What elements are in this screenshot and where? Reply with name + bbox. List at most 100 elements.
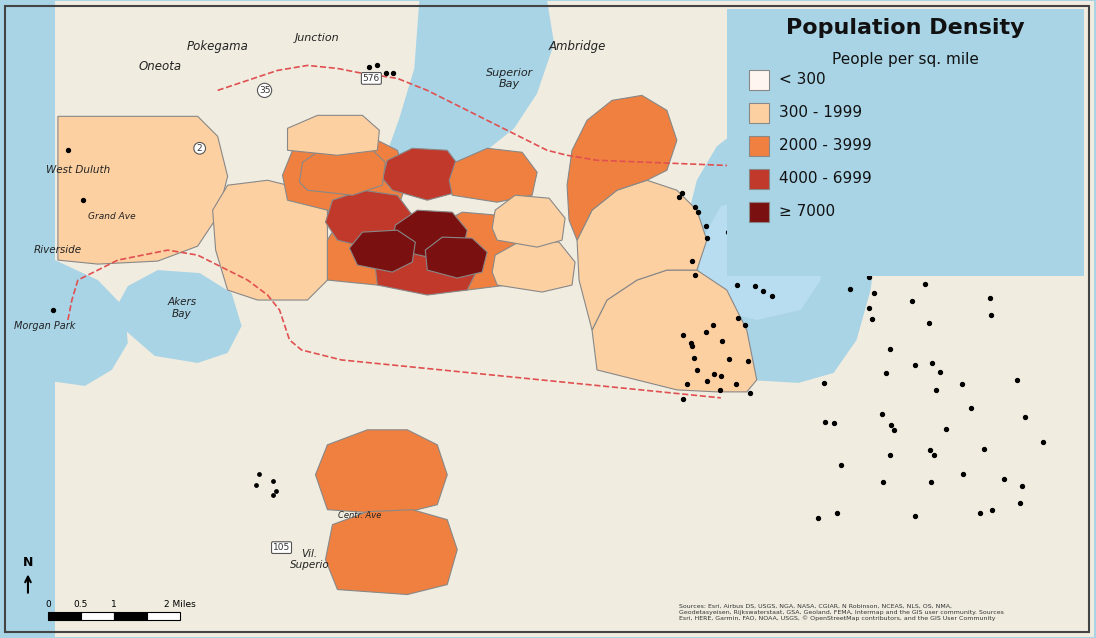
Polygon shape — [299, 145, 386, 195]
Point — [729, 313, 746, 323]
Point — [993, 262, 1011, 272]
Point — [928, 239, 946, 249]
Point — [916, 279, 934, 289]
Text: N: N — [23, 556, 33, 568]
Polygon shape — [492, 240, 575, 292]
Point — [729, 233, 746, 243]
Point — [712, 371, 730, 381]
Point — [995, 474, 1013, 484]
Point — [902, 188, 920, 198]
Polygon shape — [385, 1, 555, 176]
Bar — [114, 611, 147, 619]
Point — [948, 126, 966, 136]
Bar — [48, 611, 81, 619]
Text: ≥ 7000: ≥ 7000 — [779, 204, 835, 219]
Point — [829, 508, 846, 519]
Point — [906, 360, 924, 370]
Point — [825, 418, 843, 428]
Point — [835, 254, 853, 264]
Point — [264, 476, 282, 486]
Point — [815, 378, 833, 389]
Point — [720, 353, 738, 364]
Polygon shape — [213, 180, 328, 300]
Point — [1016, 197, 1034, 207]
Point — [1029, 252, 1047, 262]
Point — [59, 145, 77, 156]
Point — [1000, 144, 1017, 154]
Polygon shape — [55, 1, 1094, 637]
Point — [925, 164, 943, 174]
Text: 2: 2 — [197, 144, 203, 152]
Point — [813, 140, 831, 151]
Point — [932, 203, 949, 213]
Text: 0: 0 — [45, 600, 50, 609]
Point — [864, 226, 881, 236]
Point — [820, 158, 837, 168]
Point — [728, 379, 745, 389]
Point — [972, 508, 990, 518]
Polygon shape — [287, 115, 379, 155]
Point — [267, 486, 285, 496]
Point — [684, 341, 701, 351]
Point — [927, 385, 945, 395]
Text: Morgan Park: Morgan Park — [14, 321, 76, 331]
Polygon shape — [350, 230, 415, 272]
Point — [682, 338, 699, 348]
Text: People per sq. mile: People per sq. mile — [832, 52, 979, 68]
Point — [817, 417, 834, 427]
Text: Population Density: Population Density — [786, 19, 1025, 38]
Polygon shape — [449, 148, 537, 202]
Point — [361, 62, 378, 72]
Point — [891, 255, 909, 265]
Polygon shape — [697, 197, 821, 320]
Point — [954, 379, 971, 389]
Text: 1: 1 — [111, 600, 116, 609]
Point — [841, 284, 858, 294]
Point — [741, 387, 758, 397]
Point — [1035, 436, 1052, 447]
Point — [706, 369, 723, 380]
Polygon shape — [418, 212, 527, 290]
Text: E WI-13: E WI-13 — [819, 64, 854, 73]
Point — [739, 356, 756, 366]
Polygon shape — [375, 230, 477, 295]
Text: 300 - 1999: 300 - 1999 — [779, 105, 861, 120]
Point — [711, 385, 729, 396]
Point — [882, 420, 900, 430]
Bar — [749, 137, 768, 156]
Point — [737, 320, 754, 330]
Point — [698, 376, 716, 387]
Point — [937, 424, 955, 434]
Text: 35: 35 — [259, 86, 271, 95]
Text: Ambridge: Ambridge — [548, 40, 606, 53]
Point — [698, 233, 716, 243]
Point — [728, 280, 745, 290]
Point — [765, 232, 783, 242]
Point — [992, 225, 1009, 235]
Polygon shape — [0, 1, 128, 386]
Point — [749, 242, 766, 252]
Point — [713, 336, 731, 346]
Point — [921, 318, 938, 328]
Text: Riverside: Riverside — [34, 245, 82, 255]
Point — [975, 444, 993, 454]
Point — [684, 256, 701, 266]
Point — [810, 512, 827, 523]
Point — [765, 246, 783, 256]
Point — [877, 367, 894, 378]
Polygon shape — [392, 210, 467, 258]
Point — [751, 198, 768, 208]
Point — [1031, 175, 1049, 186]
Point — [1021, 155, 1039, 165]
Text: Allouez
Bay: Allouez Bay — [778, 252, 819, 274]
Polygon shape — [283, 135, 408, 220]
Point — [904, 295, 922, 306]
Polygon shape — [576, 180, 707, 330]
Point — [670, 191, 687, 202]
Point — [264, 490, 282, 500]
Point — [673, 188, 690, 198]
Point — [697, 221, 715, 231]
Point — [697, 327, 715, 337]
Text: 105: 105 — [273, 543, 290, 552]
Point — [981, 293, 998, 303]
